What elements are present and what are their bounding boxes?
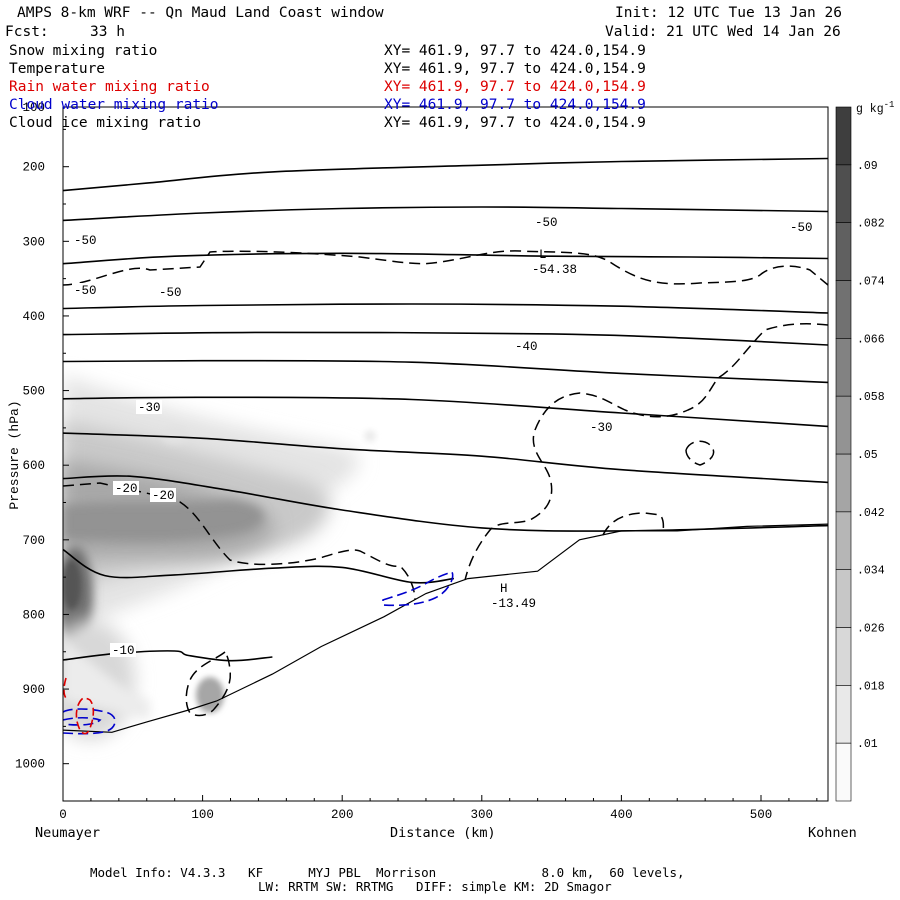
x-tick-label: 500 (750, 808, 773, 822)
field-name: Rain water mixing ratio (9, 79, 210, 95)
contour-label: -30 (138, 401, 161, 415)
temperature-contour-line (63, 252, 828, 265)
rain-water-contours (63, 677, 95, 735)
temperature-contour-line (63, 157, 828, 192)
colorbar-level-label: .05 (857, 449, 878, 462)
y-tick-label: 800 (22, 608, 45, 622)
colorbar-level-label: .074 (857, 276, 885, 289)
field-xy: XY= 461.9, 97.7 to 424.0,154.9 (384, 97, 646, 113)
x-tick-label: 400 (610, 808, 633, 822)
colorbar-level-label: .01 (857, 738, 878, 751)
colorbar-swatch (835, 742, 852, 802)
colorbar-swatch (835, 106, 852, 166)
extreme-annotations: L -54.38 H -13.49 (491, 248, 577, 611)
contour-labels: -50 -50 -50 -50 -50 -40 -30 -30 -20 -20 … (72, 215, 814, 658)
temperature-contour-line (63, 303, 828, 314)
x-axis: 0 100 200 300 400 500 (59, 795, 818, 822)
y-tick-label: 900 (22, 683, 45, 697)
contour-label: -20 (115, 482, 138, 496)
temperature-contour-line (63, 359, 828, 384)
contour-label: -50 (790, 221, 813, 235)
temperature-contour-line (63, 432, 828, 484)
high-symbol: H (500, 582, 508, 596)
colorbar-swatch (835, 222, 852, 281)
contour-label: -40 (515, 340, 538, 354)
x-tick-label: 0 (59, 808, 67, 822)
x-tick-label: 300 (471, 808, 494, 822)
colorbar-swatch (835, 684, 852, 744)
colorbar-swatch (835, 627, 852, 686)
valid-time: Valid: 21 UTC Wed 14 Jan 26 (605, 24, 841, 40)
low-value: -54.38 (532, 263, 577, 277)
right-endpoint-label: Kohnen (808, 825, 857, 841)
colorbar-swatch (835, 453, 852, 513)
y-tick-label: 500 (22, 385, 45, 399)
model-info: Model Info: V4.3.3 KF MYJ PBL Morrison 8… (90, 865, 685, 880)
colorbar-level-label: .066 (857, 333, 885, 346)
temperature-contour-line (63, 396, 828, 428)
field-xy: XY= 461.9, 97.7 to 424.0,154.9 (384, 61, 646, 77)
y-axis-title: Pressure (hPa) (7, 400, 22, 509)
colorbar-level-label: .026 (857, 623, 885, 636)
snow-mixing-shading (63, 375, 376, 740)
contour-label: -20 (152, 489, 175, 503)
model-info-line2: LW: RRTM SW: RRTMG DIFF: simple KM: 2D S… (258, 879, 612, 894)
y-tick-label: 600 (22, 459, 45, 473)
temperature-contour-line (63, 331, 828, 346)
colorbar-level-label: .042 (857, 507, 885, 520)
colorbar-swatch (835, 569, 852, 628)
colorbar-unit-exponent: -1 (884, 100, 895, 110)
left-endpoint-label: Neumayer (35, 825, 101, 841)
colorbar-level-label: .034 (857, 565, 885, 578)
low-symbol: L (539, 248, 547, 262)
y-axis: 200 300 400 500 600 700 800 900 1000 100 (15, 101, 69, 802)
forecast-label: Fcst: (5, 24, 49, 40)
colorbar-level-label: .018 (857, 680, 885, 693)
colorbar-swatch (835, 395, 852, 455)
field-name: Snow mixing ratio (9, 43, 158, 59)
field-name: Cloud water mixing ratio (9, 97, 219, 113)
temperature-contour-line (63, 206, 828, 222)
colorbar-swatch (835, 164, 852, 223)
field-xy: XY= 461.9, 97.7 to 424.0,154.9 (384, 115, 646, 131)
colorbar-swatch (835, 337, 852, 397)
y-tick-label: 200 (22, 161, 45, 175)
contour-label: -50 (535, 216, 558, 230)
forecast-hours: 33 h (90, 24, 125, 40)
contour-label: -10 (112, 644, 135, 658)
colorbar-level-label: .082 (857, 218, 885, 231)
x-tick-label: 100 (191, 808, 214, 822)
colorbar: .01 .018 .026 .034 .042 .05 .058 .066 .074 .082 .0… (835, 100, 894, 802)
chart-title: AMPS 8-km WRF -- Qn Maud Land Coast wind… (17, 5, 384, 21)
colorbar-swatch (835, 280, 852, 339)
colorbar-unit: g kg-1 (856, 100, 894, 116)
init-time: Init: 12 UTC Tue 13 Jan 26 (615, 5, 842, 21)
terrain-profile (63, 523, 828, 733)
y-tick-label: 1000 (15, 758, 45, 772)
field-name: Cloud ice mixing ratio (9, 115, 202, 131)
colorbar-level-label: .09 (857, 160, 878, 173)
field-xy: XY= 461.9, 97.7 to 424.0,154.9 (384, 43, 646, 59)
colorbar-level-label: .058 (857, 391, 885, 404)
x-tick-label: 200 (331, 808, 354, 822)
contour-label: -50 (159, 286, 182, 300)
colorbar-swatch (835, 511, 852, 570)
high-value: -13.49 (491, 597, 536, 611)
contour-label: -50 (74, 234, 97, 248)
plot-frame (62, 106, 829, 802)
y-tick-label: 300 (22, 235, 45, 249)
field-xy: XY= 461.9, 97.7 to 424.0,154.9 (384, 79, 646, 95)
contour-label: -30 (590, 421, 613, 435)
y-tick-label: 400 (22, 310, 45, 324)
x-axis-title: Distance (km) (390, 825, 496, 841)
contour-label: -50 (74, 284, 97, 298)
y-tick-label: 100 (22, 101, 45, 115)
field-name: Temperature (9, 61, 106, 77)
y-tick-label: 700 (22, 534, 45, 548)
